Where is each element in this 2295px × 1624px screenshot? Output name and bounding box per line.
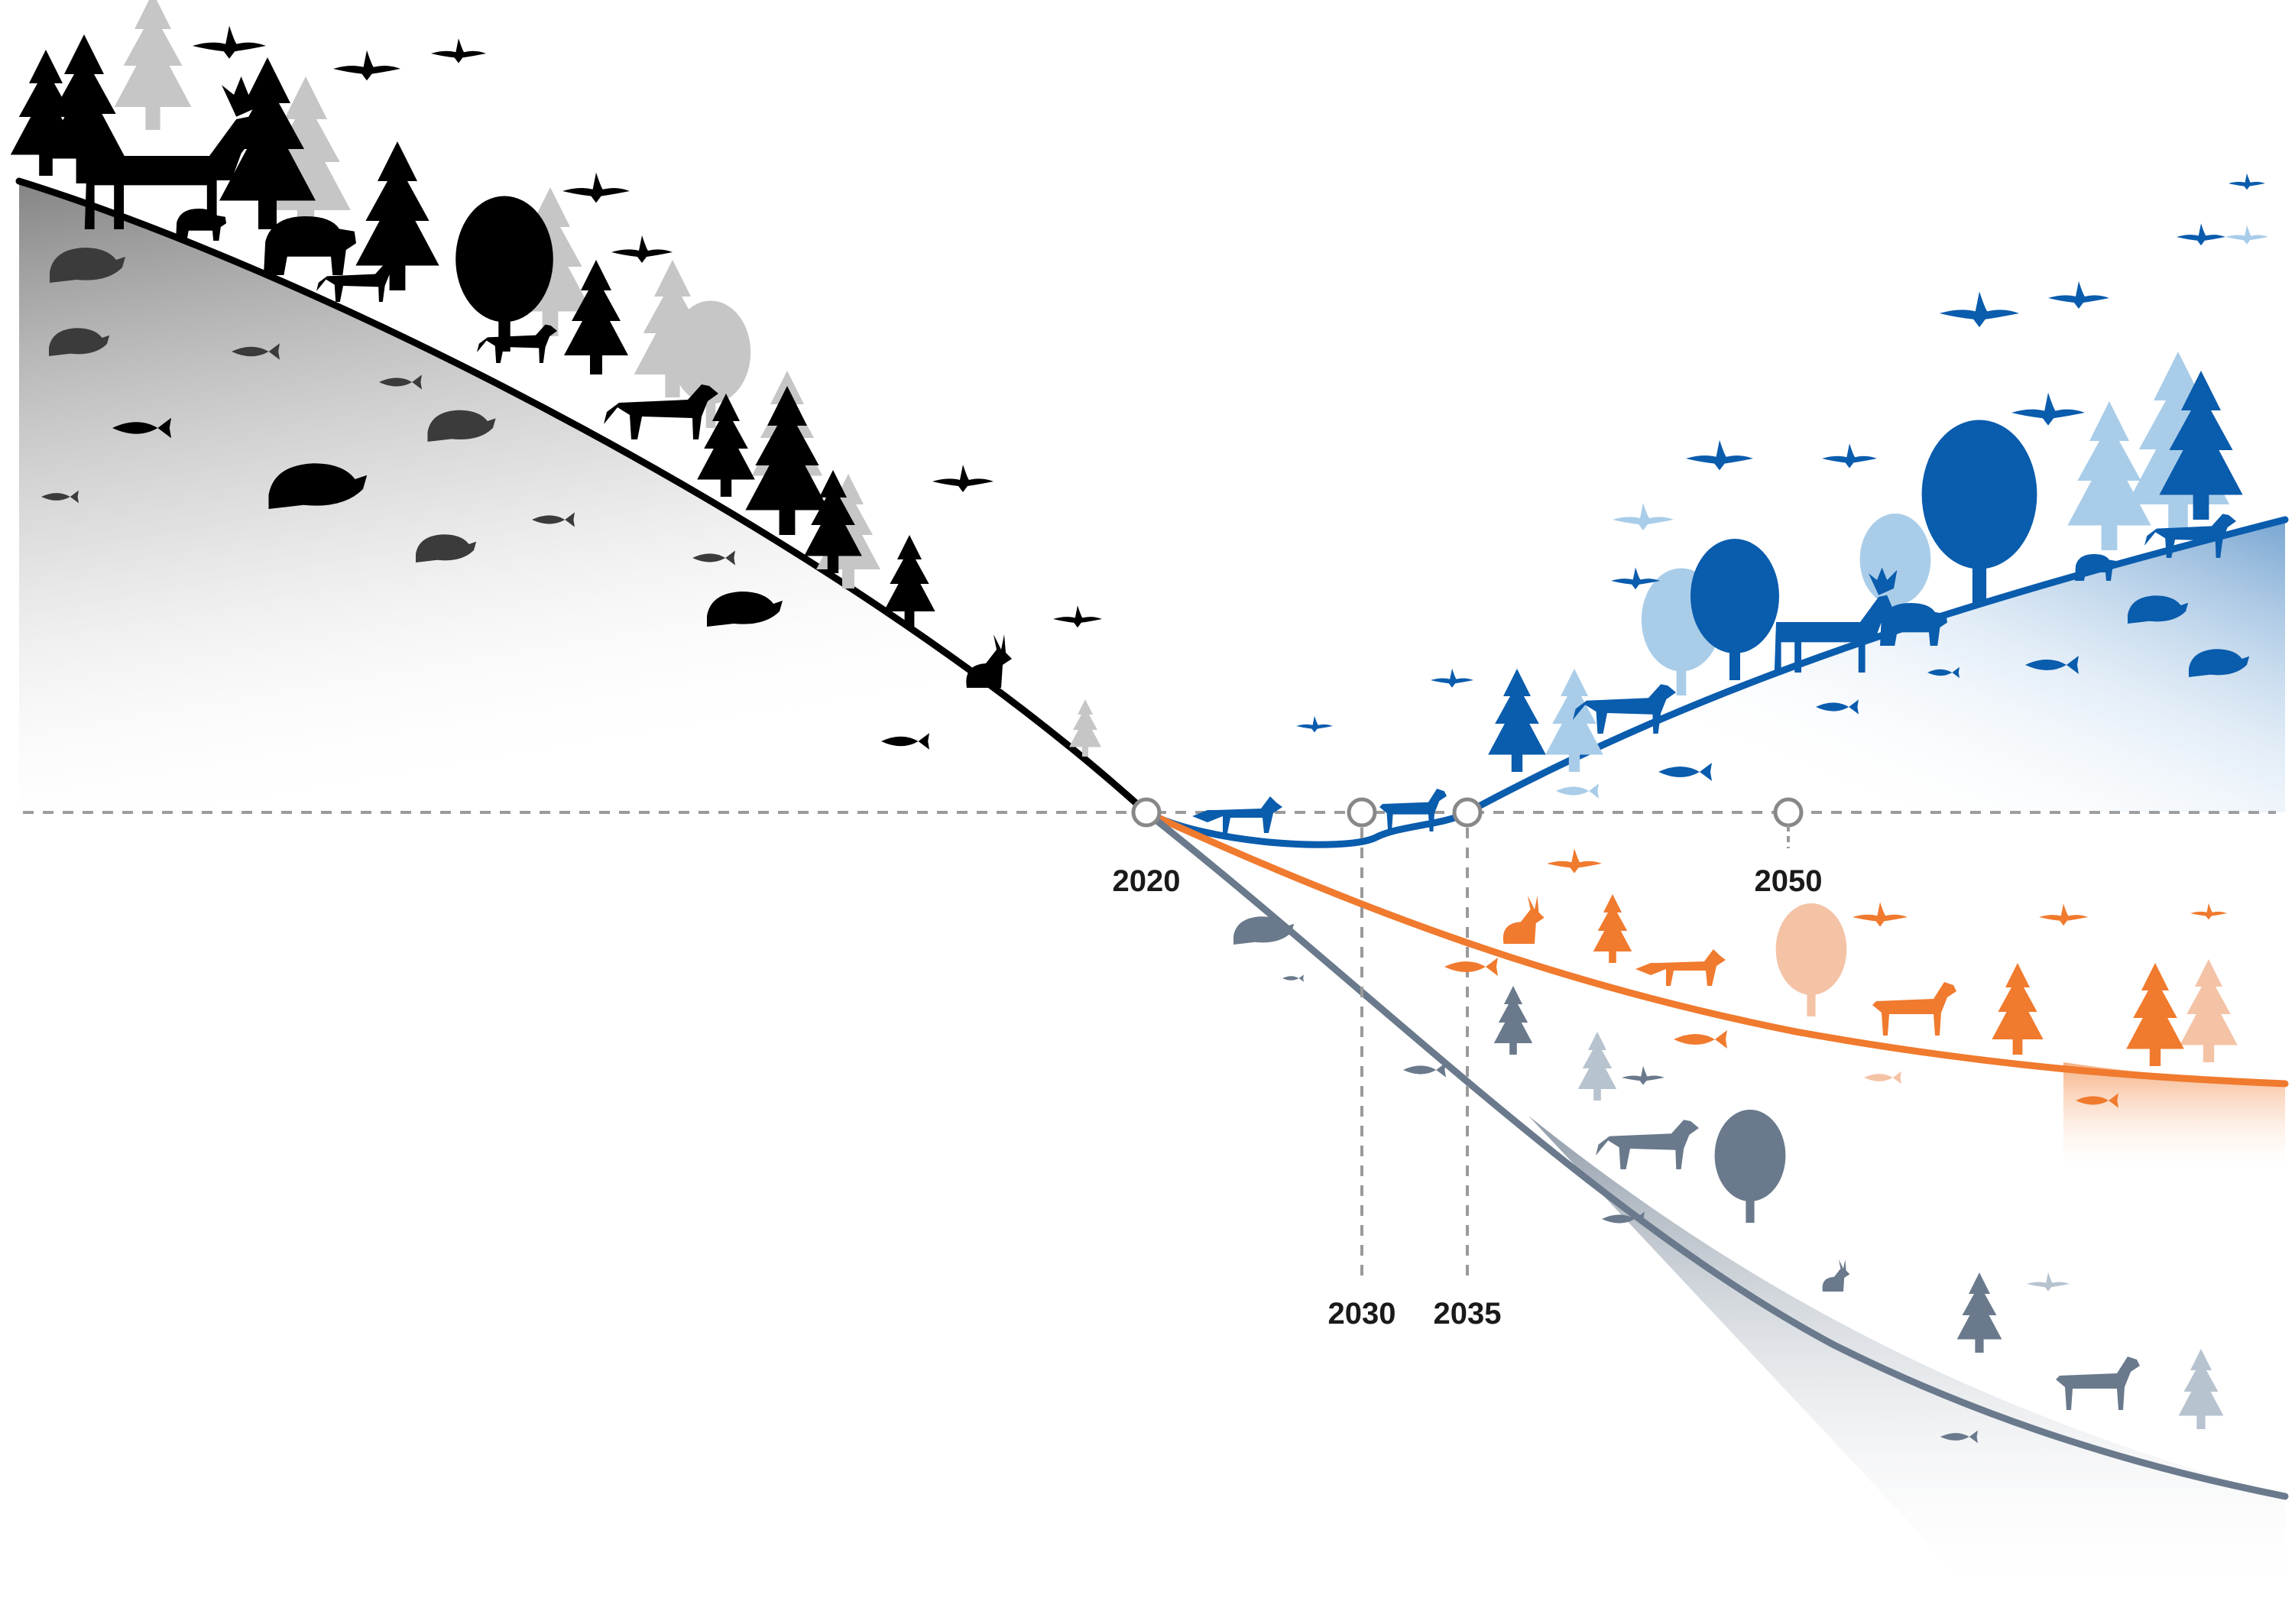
bird-icon <box>2177 223 2225 246</box>
bird-icon <box>1053 605 1102 628</box>
fish-icon <box>1674 1030 1727 1049</box>
broadleaf-icon <box>1775 903 1847 1016</box>
recovery-area-gradient <box>1467 520 2285 812</box>
bird-icon <box>1686 439 1753 471</box>
hare-icon <box>1502 896 1545 944</box>
broadleaf-icon <box>455 196 553 352</box>
tree-icon <box>2126 963 2184 1066</box>
fish-icon <box>1864 1071 1901 1084</box>
tree-icon <box>2067 401 2151 550</box>
bird-icon <box>431 38 486 63</box>
history-decline-curve <box>15 177 1150 816</box>
milestone-2030-marker <box>1347 797 1377 828</box>
milestone-2020-marker <box>1131 797 1162 828</box>
bird-icon <box>2027 1272 2070 1292</box>
bird-icon <box>1296 715 1333 733</box>
label-2030: 2030 <box>1328 1297 1396 1331</box>
history-area-gradient <box>19 181 1146 812</box>
fox-icon <box>1192 796 1282 833</box>
bird-icon <box>2229 173 2265 190</box>
partial-silhouettes <box>1444 848 2238 1108</box>
wolf-icon <box>604 384 718 439</box>
broadleaf-icon <box>1921 420 2037 604</box>
decline-curve <box>1143 809 2289 1500</box>
bird-icon <box>2190 903 2227 920</box>
milestone-2050-marker <box>1773 797 1804 828</box>
tree-icon <box>1593 894 1632 963</box>
milestone-2035-marker <box>1452 797 1483 828</box>
deer-icon <box>2056 1357 2140 1410</box>
hare-icon <box>1822 1259 1850 1292</box>
tree-icon <box>114 0 192 130</box>
tree-icon <box>1577 1032 1617 1100</box>
bird-icon <box>1622 1065 1665 1085</box>
bird-icon <box>2048 281 2109 309</box>
tree-icon <box>355 141 439 290</box>
label-2020: 2020 <box>1113 864 1181 898</box>
fish-icon <box>1282 974 1304 982</box>
bear-icon <box>176 209 226 241</box>
fish-icon <box>1444 958 1498 976</box>
tree-icon <box>2178 1349 2224 1429</box>
bear-icon <box>264 216 356 275</box>
deer-icon <box>1872 982 1956 1036</box>
bird-icon <box>1547 848 1602 874</box>
seal-icon <box>1233 916 1295 945</box>
broadleaf-icon <box>1714 1110 1786 1223</box>
bird-icon <box>932 465 994 492</box>
wolf-icon <box>477 324 557 363</box>
tree-icon <box>1488 669 1546 772</box>
bird-icon <box>193 25 266 59</box>
bird-icon <box>1613 503 1674 530</box>
bird-icon <box>2225 225 2268 245</box>
wolf-icon <box>316 263 397 302</box>
bird-icon <box>2011 392 2085 426</box>
tree-icon <box>2180 959 2238 1062</box>
tree-icon <box>1992 963 2044 1055</box>
partial-area-gradient <box>2063 1062 2285 1177</box>
bird-icon <box>1853 902 1908 927</box>
decline-silhouettes <box>1233 916 2224 1444</box>
bird-icon <box>1940 291 2019 328</box>
bird-icon <box>333 50 400 81</box>
tree-icon <box>697 394 755 497</box>
wolf-icon <box>1596 1120 1699 1169</box>
fish-icon <box>1403 1062 1446 1078</box>
hare-icon <box>966 634 1012 688</box>
bird-icon <box>1431 668 1473 688</box>
decline-area-gradient <box>1528 1116 2285 1605</box>
tree-icon <box>1956 1272 2002 1353</box>
fox-icon <box>1635 949 1726 986</box>
label-2035: 2035 <box>1434 1297 1502 1331</box>
bird-icon <box>611 235 673 263</box>
tree-icon <box>1493 986 1533 1055</box>
bird-icon <box>562 172 630 203</box>
label-2050: 2050 <box>1755 864 1823 898</box>
bird-icon <box>1822 443 1877 468</box>
bird-icon <box>2039 903 2088 926</box>
tree-icon <box>745 386 829 535</box>
partial-curve <box>1143 809 2289 1088</box>
